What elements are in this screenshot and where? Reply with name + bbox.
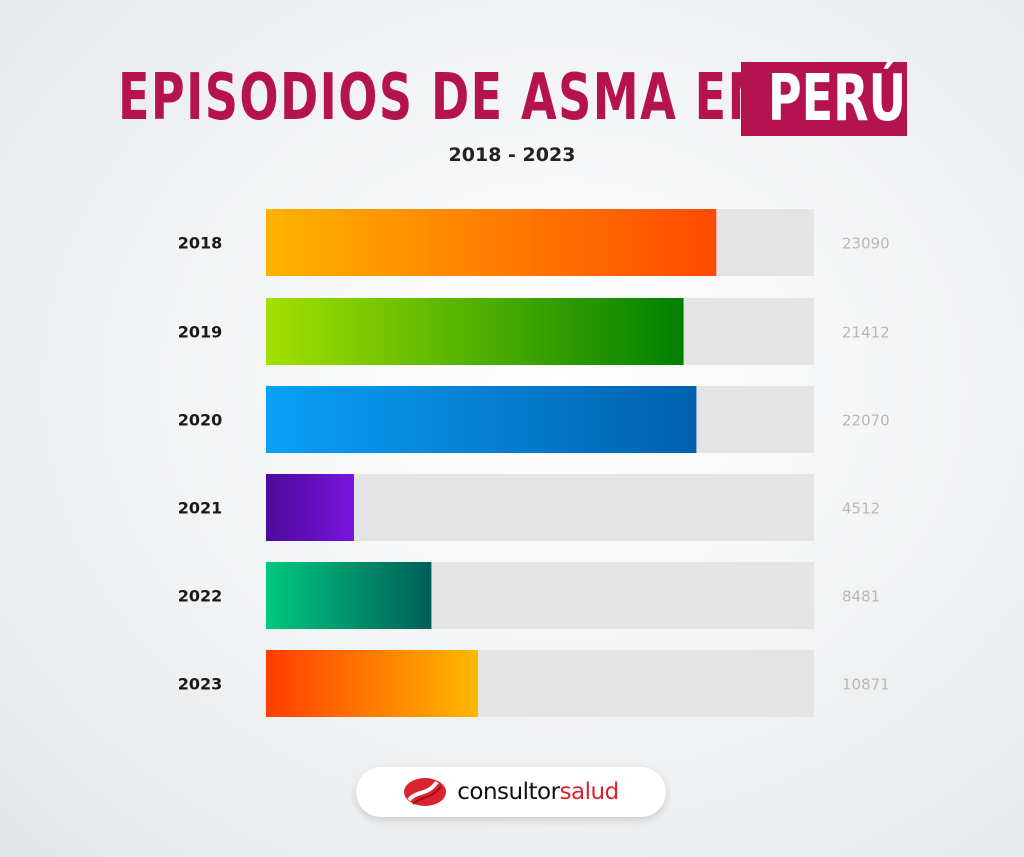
value-label: 4512 [842, 500, 880, 518]
title-highlight-box [741, 62, 907, 136]
logo-text-red: salud [559, 779, 620, 805]
value-label: 21412 [842, 324, 890, 342]
logo-text: consultorsalud [457, 779, 620, 805]
value-label: 23090 [842, 235, 890, 253]
category-label: 2021 [178, 499, 223, 518]
bar-2021 [266, 474, 354, 541]
bar-2023 [266, 650, 479, 717]
title-highlight: PERÚ [741, 62, 907, 136]
logo-text-dark: consultor [457, 779, 560, 805]
category-label: 2023 [178, 675, 223, 694]
value-label: 10871 [842, 676, 890, 694]
title-highlight-text: PERÚ [767, 62, 907, 136]
consultorsalud-logo: consultorsalud [356, 767, 666, 817]
title: EPISODIOS DE ASMA EN [118, 60, 1020, 135]
bar-2018 [266, 209, 717, 276]
bar-track [266, 474, 814, 541]
bar-2022 [266, 562, 432, 629]
bar-2020 [266, 386, 697, 453]
title-main: EPISODIOS DE ASMA EN [118, 60, 768, 135]
value-label: 22070 [842, 412, 890, 430]
bar-2019 [266, 298, 684, 365]
category-label: 2019 [178, 323, 223, 342]
value-label: 8481 [842, 588, 880, 606]
logo-icon [404, 778, 447, 806]
subtitle: 2018 - 2023 [448, 144, 576, 166]
category-label: 2022 [178, 587, 223, 606]
category-label: 2018 [178, 234, 223, 253]
category-label: 2020 [178, 411, 223, 430]
